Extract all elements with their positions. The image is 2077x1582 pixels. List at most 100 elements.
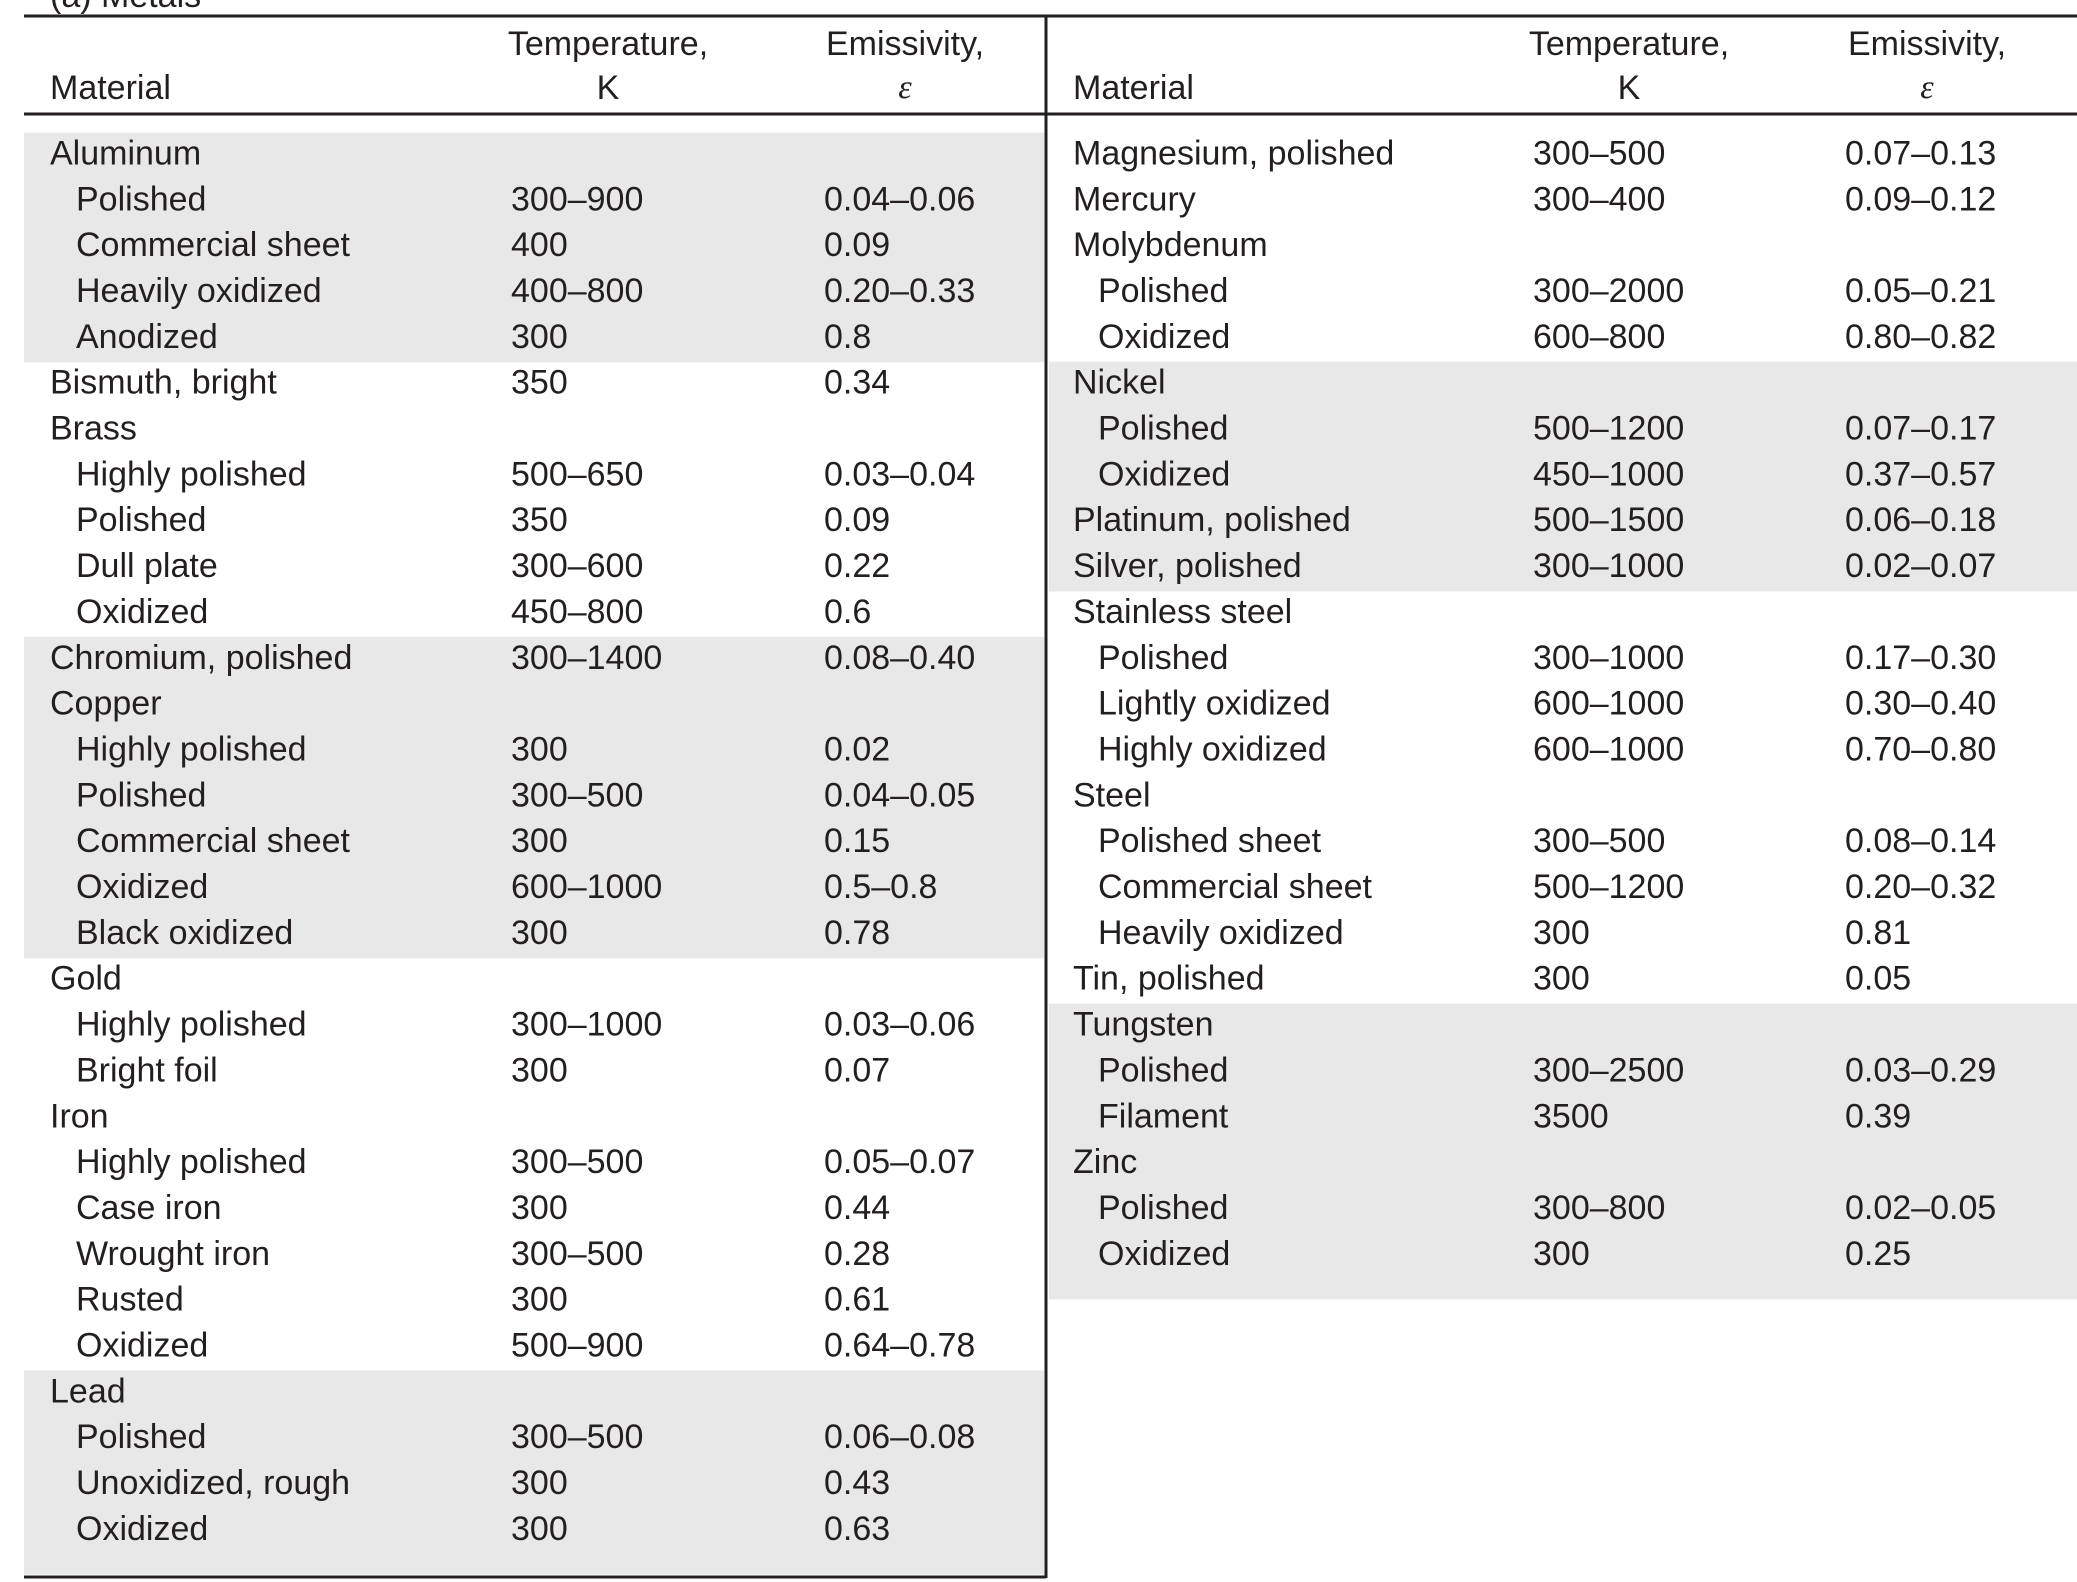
- material: Case iron: [76, 1189, 222, 1227]
- material: Oxidized: [1098, 318, 1230, 356]
- column-header: Temperature,: [1529, 25, 1729, 63]
- emissivity: 0.03–0.06: [824, 1006, 975, 1044]
- row-shade: [1049, 545, 2077, 592]
- temperature: 350: [511, 364, 568, 402]
- material: Bright foil: [76, 1051, 218, 1089]
- row-shade: [24, 270, 1044, 317]
- row-shade: [1049, 407, 2077, 454]
- temperature: 300–500: [511, 1418, 643, 1456]
- emissivity: 0.43: [824, 1464, 890, 1502]
- temperature: 300: [511, 1510, 568, 1548]
- row-shade: [24, 224, 1044, 271]
- material: Polished: [1098, 272, 1228, 310]
- emissivity: 0.6: [824, 593, 871, 631]
- material: Molybdenum: [1073, 226, 1268, 264]
- material: Highly polished: [76, 455, 307, 493]
- material: Magnesium, polished: [1073, 134, 1394, 172]
- temperature: 300–500: [511, 776, 643, 814]
- column-header: Material: [50, 69, 171, 107]
- row-shade: [1049, 361, 2077, 409]
- material: Polished: [76, 776, 206, 814]
- emissivity: 0.78: [824, 914, 890, 952]
- shading: [24, 132, 2077, 1575]
- emissivity: 0.07: [824, 1051, 890, 1089]
- material: Polished: [76, 1418, 206, 1456]
- material: Heavily oxidized: [1098, 914, 1344, 952]
- row-shade: [24, 911, 1044, 959]
- material: Oxidized: [76, 1510, 208, 1548]
- material: Oxidized: [1098, 1235, 1230, 1273]
- material: Polished: [1098, 1189, 1228, 1227]
- column-header: Temperature,: [508, 25, 708, 63]
- temperature: 600–1000: [511, 868, 662, 906]
- emissivity: 0.02–0.05: [1845, 1189, 1996, 1227]
- temperature: 3500: [1533, 1097, 1609, 1135]
- material: Brass: [50, 410, 137, 448]
- temperature: 300: [511, 1051, 568, 1089]
- temperature: 300: [511, 914, 568, 952]
- row-shade: [24, 1462, 1044, 1509]
- emissivity: 0.09: [824, 226, 890, 264]
- emissivity: 0.02: [824, 730, 890, 768]
- temperature: 300–1000: [1533, 547, 1684, 585]
- material: Tin, polished: [1073, 960, 1265, 998]
- material: Copper: [50, 685, 162, 723]
- row-shade: [24, 774, 1044, 821]
- material: Dull plate: [76, 547, 218, 585]
- temperature: 300: [1533, 1235, 1590, 1273]
- emissivity: 0.5–0.8: [824, 868, 937, 906]
- row-shade: [24, 866, 1044, 913]
- temperature: 300: [511, 1189, 568, 1227]
- emissivity: 0.81: [1845, 914, 1911, 952]
- temperature: 300: [511, 822, 568, 860]
- emissivity: 0.44: [824, 1189, 890, 1227]
- temperature: 300–1000: [511, 1006, 662, 1044]
- temperature: 300: [511, 318, 568, 356]
- emissivity: 0.02–0.07: [1845, 547, 1996, 585]
- temperature: 300–500: [511, 1235, 643, 1273]
- row-shade: [1049, 1232, 2077, 1300]
- material: Filament: [1098, 1097, 1229, 1135]
- material: Silver, polished: [1073, 547, 1302, 585]
- material: Polished: [1098, 1051, 1228, 1089]
- material: Platinum, polished: [1073, 501, 1351, 539]
- row-shade: [24, 1370, 1044, 1417]
- material: Oxidized: [76, 1327, 208, 1365]
- material: Polished sheet: [1098, 822, 1322, 860]
- emissivity: 0.30–0.40: [1845, 685, 1996, 723]
- material: Black oxidized: [76, 914, 293, 952]
- row-shade: [24, 178, 1044, 225]
- temperature: 450–1000: [1533, 455, 1684, 493]
- material: Oxidized: [1098, 455, 1230, 493]
- temperature: 300–2000: [1533, 272, 1684, 310]
- row-shade: [24, 315, 1044, 363]
- temperature: 300–500: [1533, 134, 1665, 172]
- temperature: 300: [1533, 960, 1590, 998]
- emissivity: 0.17–0.30: [1845, 639, 1996, 677]
- material: Tungsten: [1073, 1006, 1214, 1044]
- row-shade: [1049, 1141, 2077, 1188]
- material: Zinc: [1073, 1143, 1137, 1181]
- material: Oxidized: [76, 868, 208, 906]
- material: Polished: [1098, 410, 1228, 448]
- temperature: 450–800: [511, 593, 643, 631]
- temperature: 400–800: [511, 272, 643, 310]
- material: Lead: [50, 1372, 126, 1410]
- row-shade: [24, 820, 1044, 867]
- emissivity: 0.8: [824, 318, 871, 356]
- emissivity: 0.07–0.17: [1845, 410, 1996, 448]
- temperature: 300: [511, 730, 568, 768]
- temperature: 300–1400: [511, 639, 662, 677]
- emissivity: 0.04–0.05: [824, 776, 975, 814]
- emissivity: 0.22: [824, 547, 890, 585]
- material: Highly polished: [76, 730, 307, 768]
- emissivity: 0.09: [824, 501, 890, 539]
- material: Commercial sheet: [76, 226, 351, 264]
- row-shade: [24, 636, 1044, 684]
- emissivity: 0.08–0.40: [824, 639, 975, 677]
- material: Nickel: [1073, 364, 1166, 402]
- emissivity: 0.06–0.18: [1845, 501, 1996, 539]
- material: Wrought iron: [76, 1235, 270, 1273]
